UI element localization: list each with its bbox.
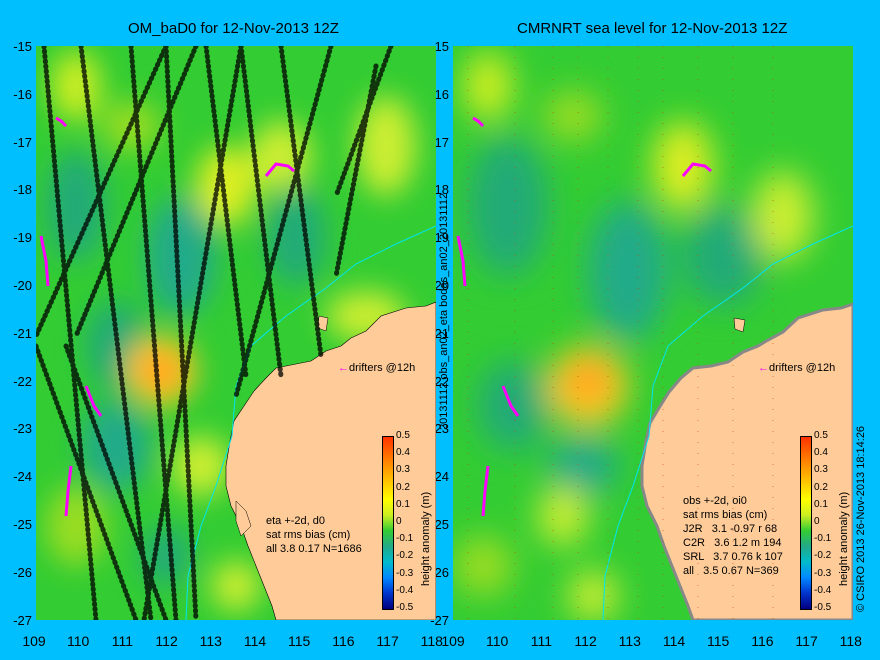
colorbar-label: height anomaly (m) xyxy=(420,491,432,586)
x-tick-label: 110 xyxy=(67,633,90,649)
colorbar-label: height anomaly (m) xyxy=(838,491,850,586)
x-tick-label: 111 xyxy=(530,633,553,649)
x-tick-label: 112 xyxy=(155,633,178,649)
colorbar-tick-label: -0.2 xyxy=(814,550,832,562)
x-tick-label: 115 xyxy=(288,633,311,649)
left-drifters-label: ←drifters @12h xyxy=(338,362,416,374)
colorbar-tick-label: 0.3 xyxy=(396,464,410,476)
y-tick-label: -16 xyxy=(13,86,32,102)
x-tick-label: 109 xyxy=(441,633,465,649)
x-tick-label: 117 xyxy=(376,633,399,649)
right-panel-title: CMRNRT sea level for 12-Nov-2013 12Z xyxy=(517,20,788,37)
colorbar-gradient xyxy=(382,436,394,610)
y-tick-label: -17 xyxy=(13,134,32,150)
x-tick-label: 114 xyxy=(662,633,686,649)
colorbar-tick-label: 0.5 xyxy=(814,430,828,441)
y-tick-label: -21 xyxy=(13,325,32,341)
colorbar-tick-label: 0.2 xyxy=(396,481,410,493)
left-panel-title: OM_baD0 for 12-Nov-2013 12Z xyxy=(128,20,339,37)
y-tick-label: -20 xyxy=(13,278,32,293)
y-tick-label: -18 xyxy=(13,182,32,198)
y-tick-label: -26 xyxy=(13,564,32,580)
x-tick-label: 117 xyxy=(795,633,818,649)
x-tick-label: 110 xyxy=(486,633,509,649)
x-tick-label: 111 xyxy=(111,633,134,649)
copyright-footer: © CSIRO 2013 26-Nov-2013 18:14:26 xyxy=(855,425,867,612)
x-tick-label: 118 xyxy=(839,633,862,649)
colorbar-tick-label: -0.3 xyxy=(814,567,832,579)
x-tick-label: 109 xyxy=(22,633,46,649)
colorbar-tick-label: 0.4 xyxy=(814,447,828,459)
colorbar-tick-label: -0.5 xyxy=(814,602,832,613)
x-tick-label: 116 xyxy=(751,633,774,649)
colorbar-tick-label: 0.3 xyxy=(814,464,828,476)
y-tick-label: -23 xyxy=(13,421,32,437)
y-tick-label: -24 xyxy=(13,469,32,485)
left-stats: eta +-2d, d0 sat rms bias (cm) all 3.8 0.1… xyxy=(266,515,362,555)
colorbar-tick-label: 0.1 xyxy=(396,498,410,510)
colorbar-tick-label: 0 xyxy=(396,516,402,527)
colorbar-tick-label: 0.4 xyxy=(396,447,410,459)
colorbar-tick-label: -0.4 xyxy=(814,584,832,596)
right-drifters-label: ←drifters @12h xyxy=(758,362,836,374)
right-map xyxy=(453,46,853,620)
x-tick-label: 115 xyxy=(707,633,730,649)
middle-vertical-label: 20131112.obs_an02_eta bodas_an02_2013111… xyxy=(438,192,450,430)
right-stats: obs +-2d, oi0 sat rms bias (cm) J2R 3.1 -0… xyxy=(683,495,783,577)
x-tick-label: 112 xyxy=(574,633,597,649)
colorbar-tick-label: 0.2 xyxy=(814,481,828,493)
y-tick-label: -27 xyxy=(13,612,32,628)
colorbar-tick-label: 0.1 xyxy=(814,498,828,510)
x-tick-label: 113 xyxy=(199,633,222,649)
x-tick-label: 114 xyxy=(243,633,267,649)
colorbar-gradient xyxy=(800,436,812,610)
colorbar-tick-label: -0.1 xyxy=(814,533,832,545)
colorbar-tick-label: -0.5 xyxy=(396,602,414,613)
y-tick-label: -22 xyxy=(13,373,32,389)
colorbar-tick-label: -0.4 xyxy=(396,584,414,596)
left-map xyxy=(36,46,436,620)
colorbar-tick-label: -0.1 xyxy=(396,533,414,545)
y-tick-label: -19 xyxy=(13,230,32,246)
colorbar-tick-label: -0.3 xyxy=(396,567,414,579)
colorbar-tick-label: 0 xyxy=(814,516,820,527)
x-tick-label: 113 xyxy=(618,633,641,649)
colorbar-tick-label: 0.5 xyxy=(396,430,410,441)
x-tick-label: 118 xyxy=(420,633,443,649)
colorbar-tick-label: -0.2 xyxy=(396,550,414,562)
x-tick-label: 116 xyxy=(332,633,355,649)
y-tick-label: -25 xyxy=(13,517,32,532)
y-tick-label: -15 xyxy=(13,39,32,54)
